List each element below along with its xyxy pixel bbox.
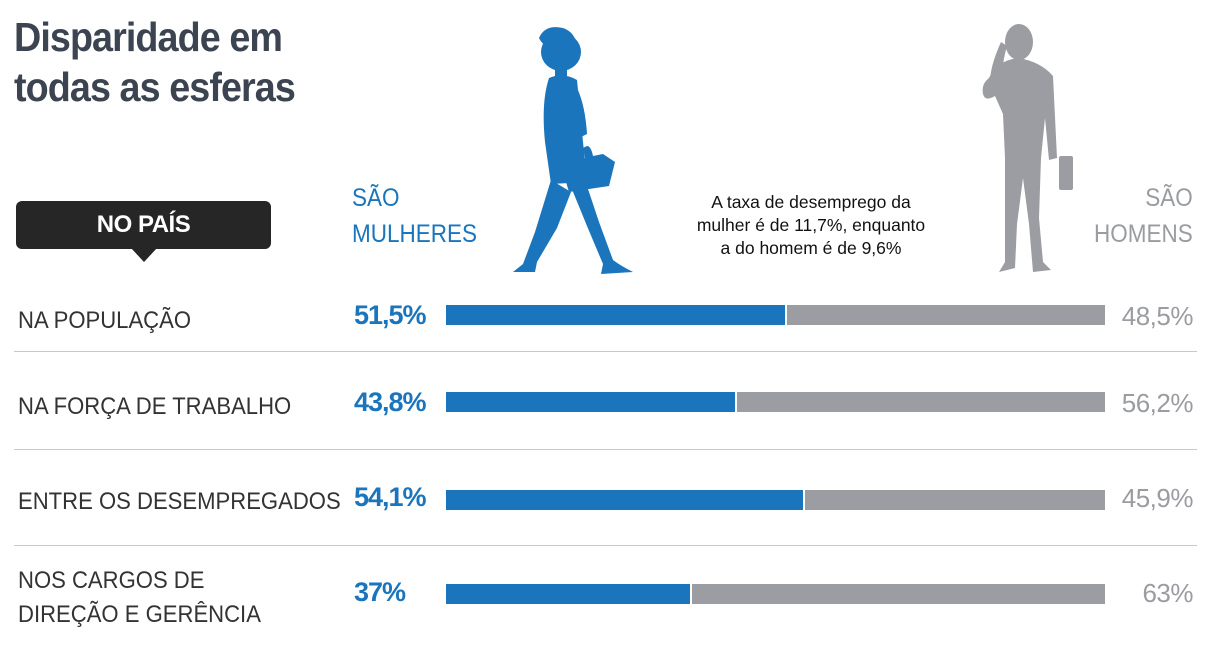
- row-label-line: NA POPULAÇÃO: [18, 307, 192, 334]
- women-value-label: 51,5%: [354, 300, 427, 330]
- stacked-bar: [446, 490, 1105, 510]
- chart-title-line-2: todas as esferas: [14, 64, 296, 110]
- row-label-line: DIREÇÃO E GERÊNCIA: [18, 601, 261, 628]
- women-bar-segment: [446, 305, 786, 325]
- men-value-label: 56,2%: [1121, 388, 1194, 418]
- legend-women-line-2: MULHERES: [352, 220, 478, 248]
- row-label-line: NA FORÇA DE TRABALHO: [18, 393, 292, 420]
- women-value-label: 43,8%: [354, 387, 427, 417]
- row-label: NA POPULAÇÃO: [18, 304, 191, 338]
- men-bar-segment: [689, 584, 1105, 604]
- stacked-bar: [446, 392, 1105, 412]
- men-bar-segment: [785, 305, 1105, 325]
- woman-walking-silhouette-icon: [513, 27, 633, 274]
- note-line-3: a do homem é de 9,6%: [720, 238, 902, 258]
- row-divider: [14, 449, 1197, 450]
- note-line-2: mulher é de 11,7%, enquanto: [696, 215, 926, 235]
- men-value-label: 45,9%: [1121, 483, 1194, 513]
- note-line-1: A taxa de desemprego da: [711, 192, 911, 212]
- row-label-line: NOS CARGOS DE: [18, 567, 205, 594]
- legend-men: SÃO HOMENS: [1094, 180, 1193, 252]
- legend-men-line-1: SÃO: [1145, 184, 1193, 212]
- man-on-phone-silhouette-icon: [982, 24, 1073, 272]
- women-value-label: 37%: [354, 577, 406, 607]
- badge-pointer: [131, 248, 157, 262]
- legend-women: SÃO MULHERES: [352, 180, 477, 252]
- stacked-bar: [446, 305, 1105, 325]
- unemployment-note: A taxa de desemprego da mulher é de 11,7…: [666, 191, 956, 260]
- women-value-label: 54,1%: [354, 482, 427, 512]
- row-label: ENTRE OS DESEMPREGADOS: [18, 485, 341, 519]
- row-label-line: ENTRE OS DESEMPREGADOS: [18, 488, 341, 515]
- row-label: NA FORÇA DE TRABALHO: [18, 390, 291, 424]
- men-value-label: 48,5%: [1121, 301, 1194, 331]
- women-bar-segment: [446, 392, 735, 412]
- women-bar-segment: [446, 490, 803, 510]
- men-bar-segment: [734, 392, 1105, 412]
- row-divider: [14, 545, 1197, 546]
- men-value-label: 63%: [1142, 578, 1193, 608]
- legend-men-line-2: HOMENS: [1094, 220, 1193, 248]
- chart-title-line-1: Disparidade em: [14, 14, 283, 60]
- row-divider: [14, 351, 1197, 352]
- men-bar-segment: [802, 490, 1105, 510]
- no-pais-badge: NO PAÍS: [16, 201, 271, 249]
- row-label: NOS CARGOS DE DIREÇÃO E GERÊNCIA: [18, 564, 261, 632]
- stacked-bar: [446, 584, 1105, 604]
- legend-women-line-1: SÃO: [352, 184, 400, 212]
- women-bar-segment: [446, 584, 690, 604]
